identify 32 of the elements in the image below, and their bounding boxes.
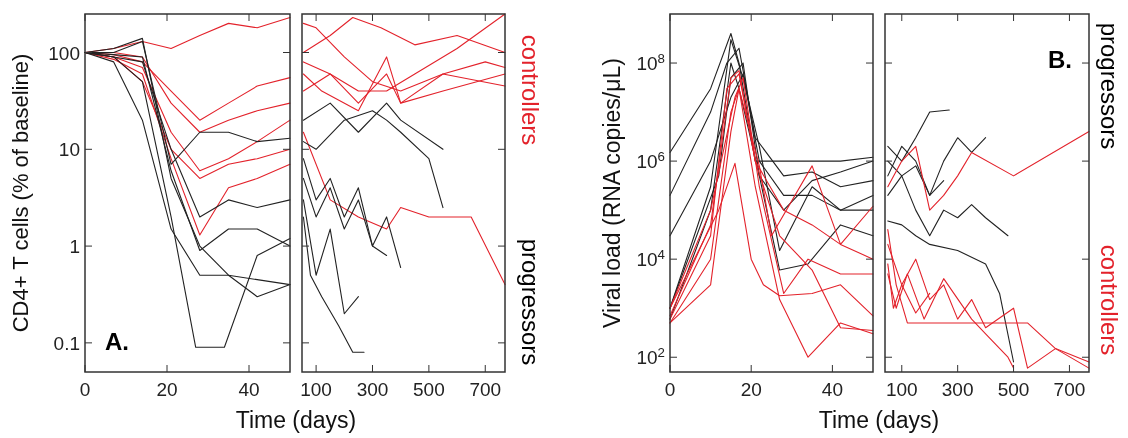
x-tick-label: 40 bbox=[238, 379, 260, 400]
text: progressors bbox=[516, 238, 544, 366]
x-tick-label: 500 bbox=[413, 379, 445, 400]
y-tick-label: 10$^{6}$ bbox=[636, 148, 665, 173]
y-axis-title: CD4+ T cells (% of baseline) bbox=[8, 53, 33, 333]
y-tick-label: 10$^{8}$ bbox=[636, 50, 665, 75]
x-tick-label: 40 bbox=[821, 379, 843, 400]
x-tick-label: 700 bbox=[469, 379, 502, 400]
text: controllers bbox=[1095, 244, 1123, 356]
y-tick-label: 1 bbox=[69, 236, 80, 258]
x-tick-label: 20 bbox=[740, 379, 762, 400]
x-axis-title: Time (days) bbox=[818, 407, 940, 433]
x-tick-label: 20 bbox=[156, 379, 178, 400]
y-tick-label: 100 bbox=[48, 42, 80, 64]
annotation: A. bbox=[105, 328, 129, 355]
x-tick-label: 500 bbox=[997, 379, 1030, 400]
y-tick-label: 10 bbox=[58, 139, 80, 161]
text: controllers bbox=[516, 34, 544, 146]
x-tick-label: 300 bbox=[941, 379, 974, 400]
x-tick-label: 0 bbox=[664, 379, 676, 400]
y-axis-title: Viral load (RNA copies/μL) bbox=[599, 58, 625, 328]
x-tick-label: 0 bbox=[79, 379, 91, 400]
y-tick-label: 10$^{2}$ bbox=[636, 344, 665, 369]
x-tick-label: 300 bbox=[356, 379, 389, 400]
y-tick-label: 0.1 bbox=[53, 332, 80, 354]
annotation: B. bbox=[1048, 46, 1072, 73]
x-axis-title: Time (days) bbox=[235, 407, 357, 433]
y-tick-label: 10$^{4}$ bbox=[636, 246, 665, 271]
x-tick-label: 100 bbox=[300, 379, 332, 400]
x-tick-label: 700 bbox=[1053, 379, 1086, 400]
x-tick-label: 100 bbox=[885, 379, 918, 400]
text: progressors bbox=[1095, 22, 1123, 150]
